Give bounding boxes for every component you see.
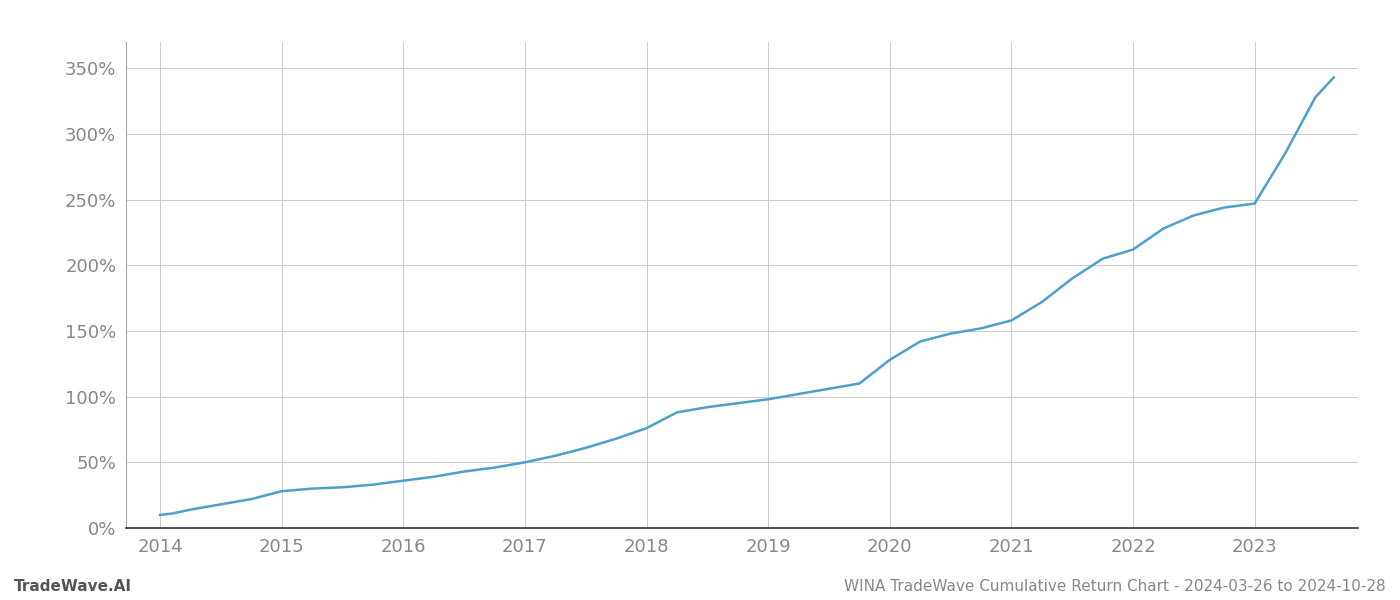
Text: TradeWave.AI: TradeWave.AI [14, 579, 132, 594]
Text: WINA TradeWave Cumulative Return Chart - 2024-03-26 to 2024-10-28: WINA TradeWave Cumulative Return Chart -… [844, 579, 1386, 594]
